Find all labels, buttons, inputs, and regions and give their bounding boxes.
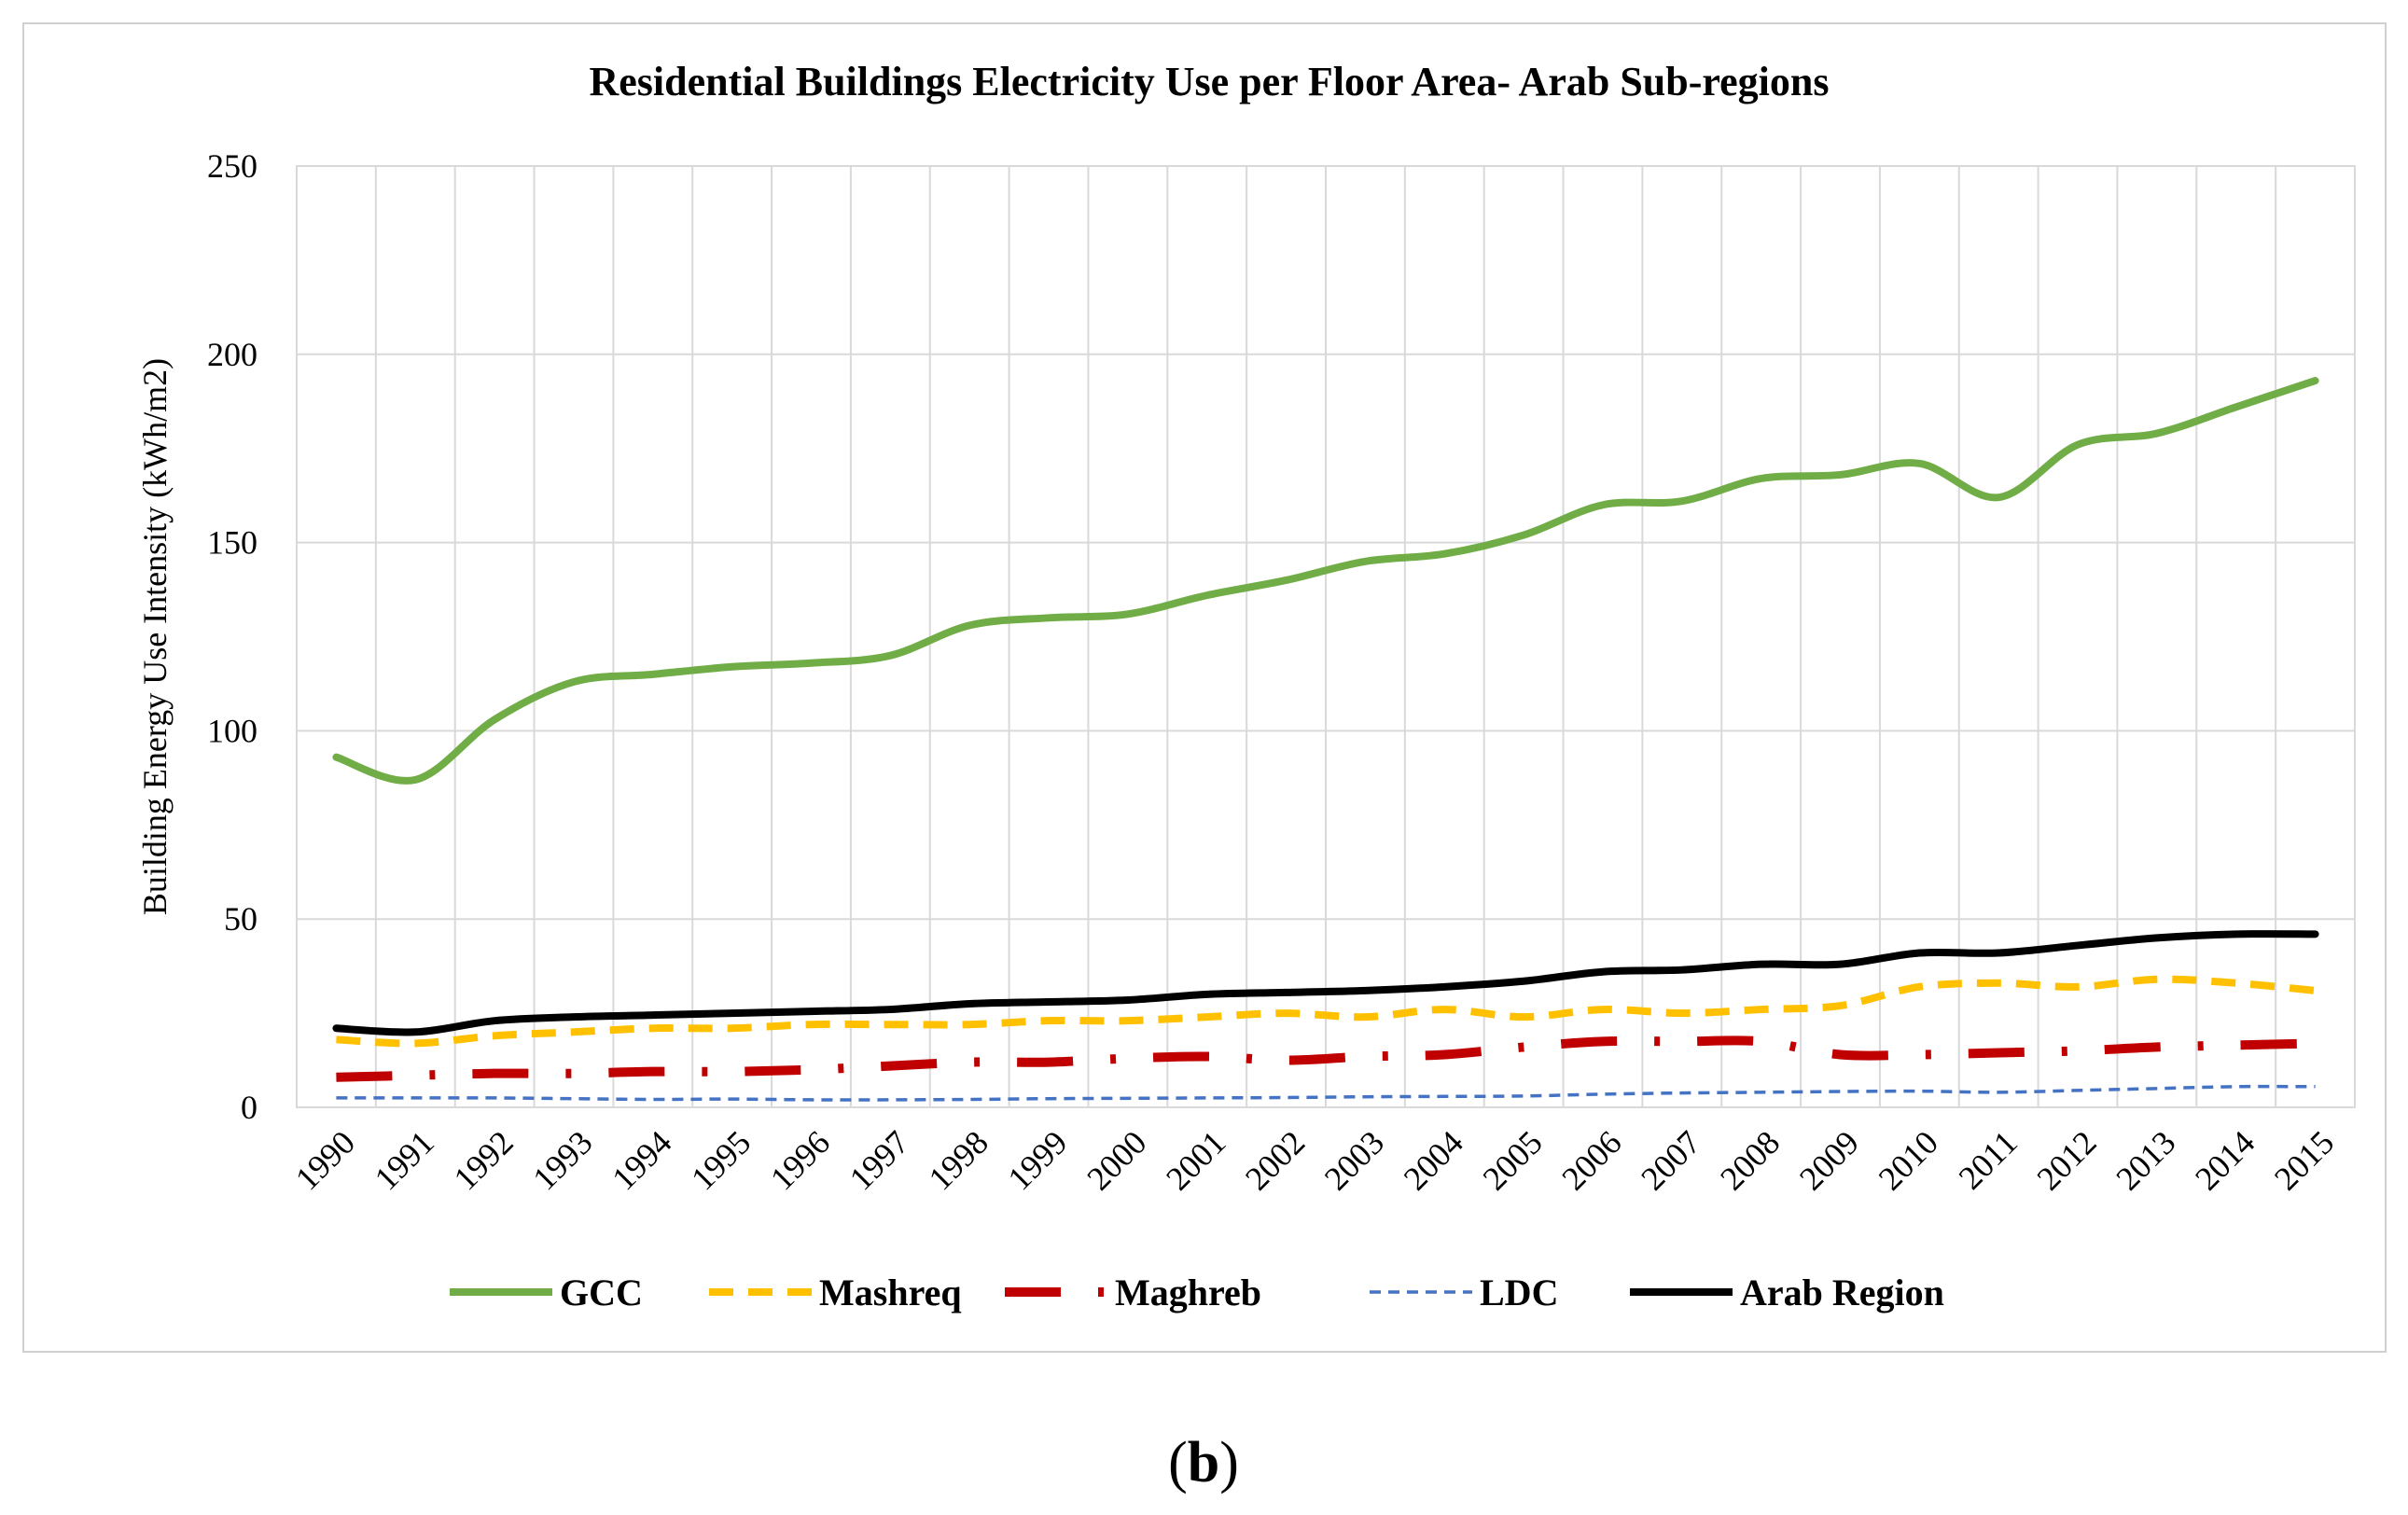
series-lines bbox=[332, 377, 2319, 1102]
caption-open: ( bbox=[1168, 1431, 1188, 1494]
x-tick-label: 2014 bbox=[2188, 1123, 2262, 1197]
x-tick-label: 2003 bbox=[1317, 1123, 1391, 1197]
y-tick-label: 100 bbox=[207, 712, 258, 749]
caption-close: ) bbox=[1219, 1431, 1239, 1494]
x-tick-label: 1994 bbox=[605, 1123, 678, 1197]
x-tick-label: 2007 bbox=[1634, 1123, 1707, 1197]
legend-label-arab-region: Arab Region bbox=[1740, 1272, 1944, 1313]
x-tick-label: 2010 bbox=[1872, 1123, 1945, 1197]
x-tick-label: 2005 bbox=[1476, 1123, 1550, 1197]
y-tick-label: 200 bbox=[207, 336, 258, 373]
x-tick-label: 1990 bbox=[288, 1123, 362, 1197]
y-axis-ticks: 0 50 100 150 200 250 bbox=[207, 147, 258, 1126]
x-tick-label: 1992 bbox=[447, 1123, 521, 1197]
legend-label-ldc: LDC bbox=[1480, 1272, 1558, 1313]
caption-letter: b bbox=[1188, 1431, 1219, 1494]
legend: GCC Mashreq Maghreb LDC Arab Region bbox=[450, 1272, 1944, 1313]
x-axis-ticks: 1990 1991 1992 1993 1994 1995 1996 1997 1998 1999… bbox=[288, 1123, 2341, 1197]
x-tick-label: 1997 bbox=[842, 1123, 916, 1197]
x-tick-label: 1998 bbox=[922, 1123, 995, 1197]
x-tick-label: 1991 bbox=[368, 1123, 441, 1197]
y-tick-label: 50 bbox=[224, 900, 258, 938]
chart-frame bbox=[22, 22, 2387, 1353]
series-line-gcc bbox=[332, 377, 2319, 785]
figure-caption: (b) bbox=[1168, 1431, 1239, 1494]
x-tick-label: 2008 bbox=[1713, 1123, 1787, 1197]
legend-label-mashreq: Mashreq bbox=[819, 1272, 962, 1313]
plot-area bbox=[296, 165, 2356, 1108]
chart-title: Residential Buildings Electricity Use pe… bbox=[590, 59, 1830, 104]
x-tick-label: 2001 bbox=[1159, 1123, 1232, 1197]
series-line-arab-region bbox=[332, 930, 2319, 1036]
y-tick-label: 150 bbox=[207, 524, 258, 562]
x-tick-label: 2012 bbox=[2029, 1123, 2103, 1197]
y-axis-label: Building Energy Use Intensity (kWh/m2) bbox=[136, 358, 174, 915]
x-tick-label: 1996 bbox=[763, 1123, 837, 1197]
x-tick-label: 2011 bbox=[1952, 1123, 2025, 1196]
y-tick-label: 0 bbox=[241, 1089, 258, 1126]
x-tick-label: 2002 bbox=[1238, 1123, 1312, 1197]
series-line-ldc bbox=[336, 1084, 2316, 1102]
x-tick-label: 2004 bbox=[1397, 1123, 1470, 1197]
x-tick-label: 2000 bbox=[1079, 1123, 1153, 1197]
series-line-mashreq bbox=[336, 975, 2316, 1048]
x-tick-label: 2006 bbox=[1554, 1123, 1628, 1197]
y-tick-label: 250 bbox=[207, 147, 258, 185]
x-tick-label: 1995 bbox=[684, 1123, 758, 1197]
x-tick-label: 2013 bbox=[2109, 1123, 2182, 1197]
series-line-maghreb bbox=[336, 1035, 2316, 1082]
grid bbox=[297, 165, 2355, 1108]
x-tick-label: 2015 bbox=[2267, 1123, 2341, 1197]
legend-label-maghreb: Maghreb bbox=[1115, 1272, 1261, 1313]
x-tick-label: 1993 bbox=[525, 1123, 599, 1197]
x-tick-label: 1999 bbox=[1000, 1123, 1074, 1197]
x-tick-label: 2009 bbox=[1792, 1123, 1866, 1197]
legend-label-gcc: GCC bbox=[560, 1272, 643, 1313]
